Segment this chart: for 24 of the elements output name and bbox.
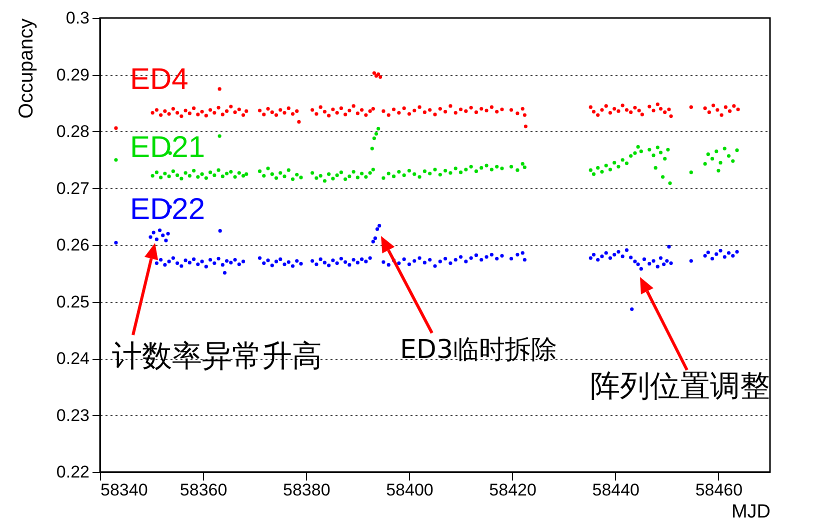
y-tick-label: 0.27 — [56, 178, 90, 198]
x-tick-label: 58400 — [386, 480, 434, 500]
y-tick-label: 0.24 — [56, 349, 90, 368]
x-tick-label: 58440 — [592, 480, 640, 500]
series-label: ED4 — [130, 63, 188, 96]
annotation: 阵列位置调整 — [590, 369, 770, 404]
y-tick-label: 0.22 — [56, 462, 90, 482]
series-label: ED22 — [130, 193, 206, 226]
x-tick-label: 58420 — [489, 480, 536, 500]
y-tick-label: 0.25 — [56, 292, 90, 312]
y-tick-label: 0.28 — [56, 122, 90, 141]
series-label: ED21 — [130, 131, 206, 164]
x-tick-label: 58340 — [100, 480, 148, 500]
annotation: 计数率异常升高 — [112, 339, 322, 374]
y-tick-label: 0.26 — [56, 236, 90, 254]
y-axis-title: Occupancy — [15, 18, 38, 119]
annotation: ED3临时拆除 — [400, 335, 557, 365]
x-tick-label: 58460 — [695, 480, 743, 500]
x-axis-title: MJD — [731, 502, 770, 522]
y-tick-label: 0.3 — [66, 8, 90, 28]
y-tick-label: 0.29 — [56, 65, 90, 84]
x-tick-label: 58380 — [283, 480, 330, 500]
x-tick-label: 58360 — [180, 480, 228, 500]
y-tick-label: 0.23 — [56, 406, 90, 425]
